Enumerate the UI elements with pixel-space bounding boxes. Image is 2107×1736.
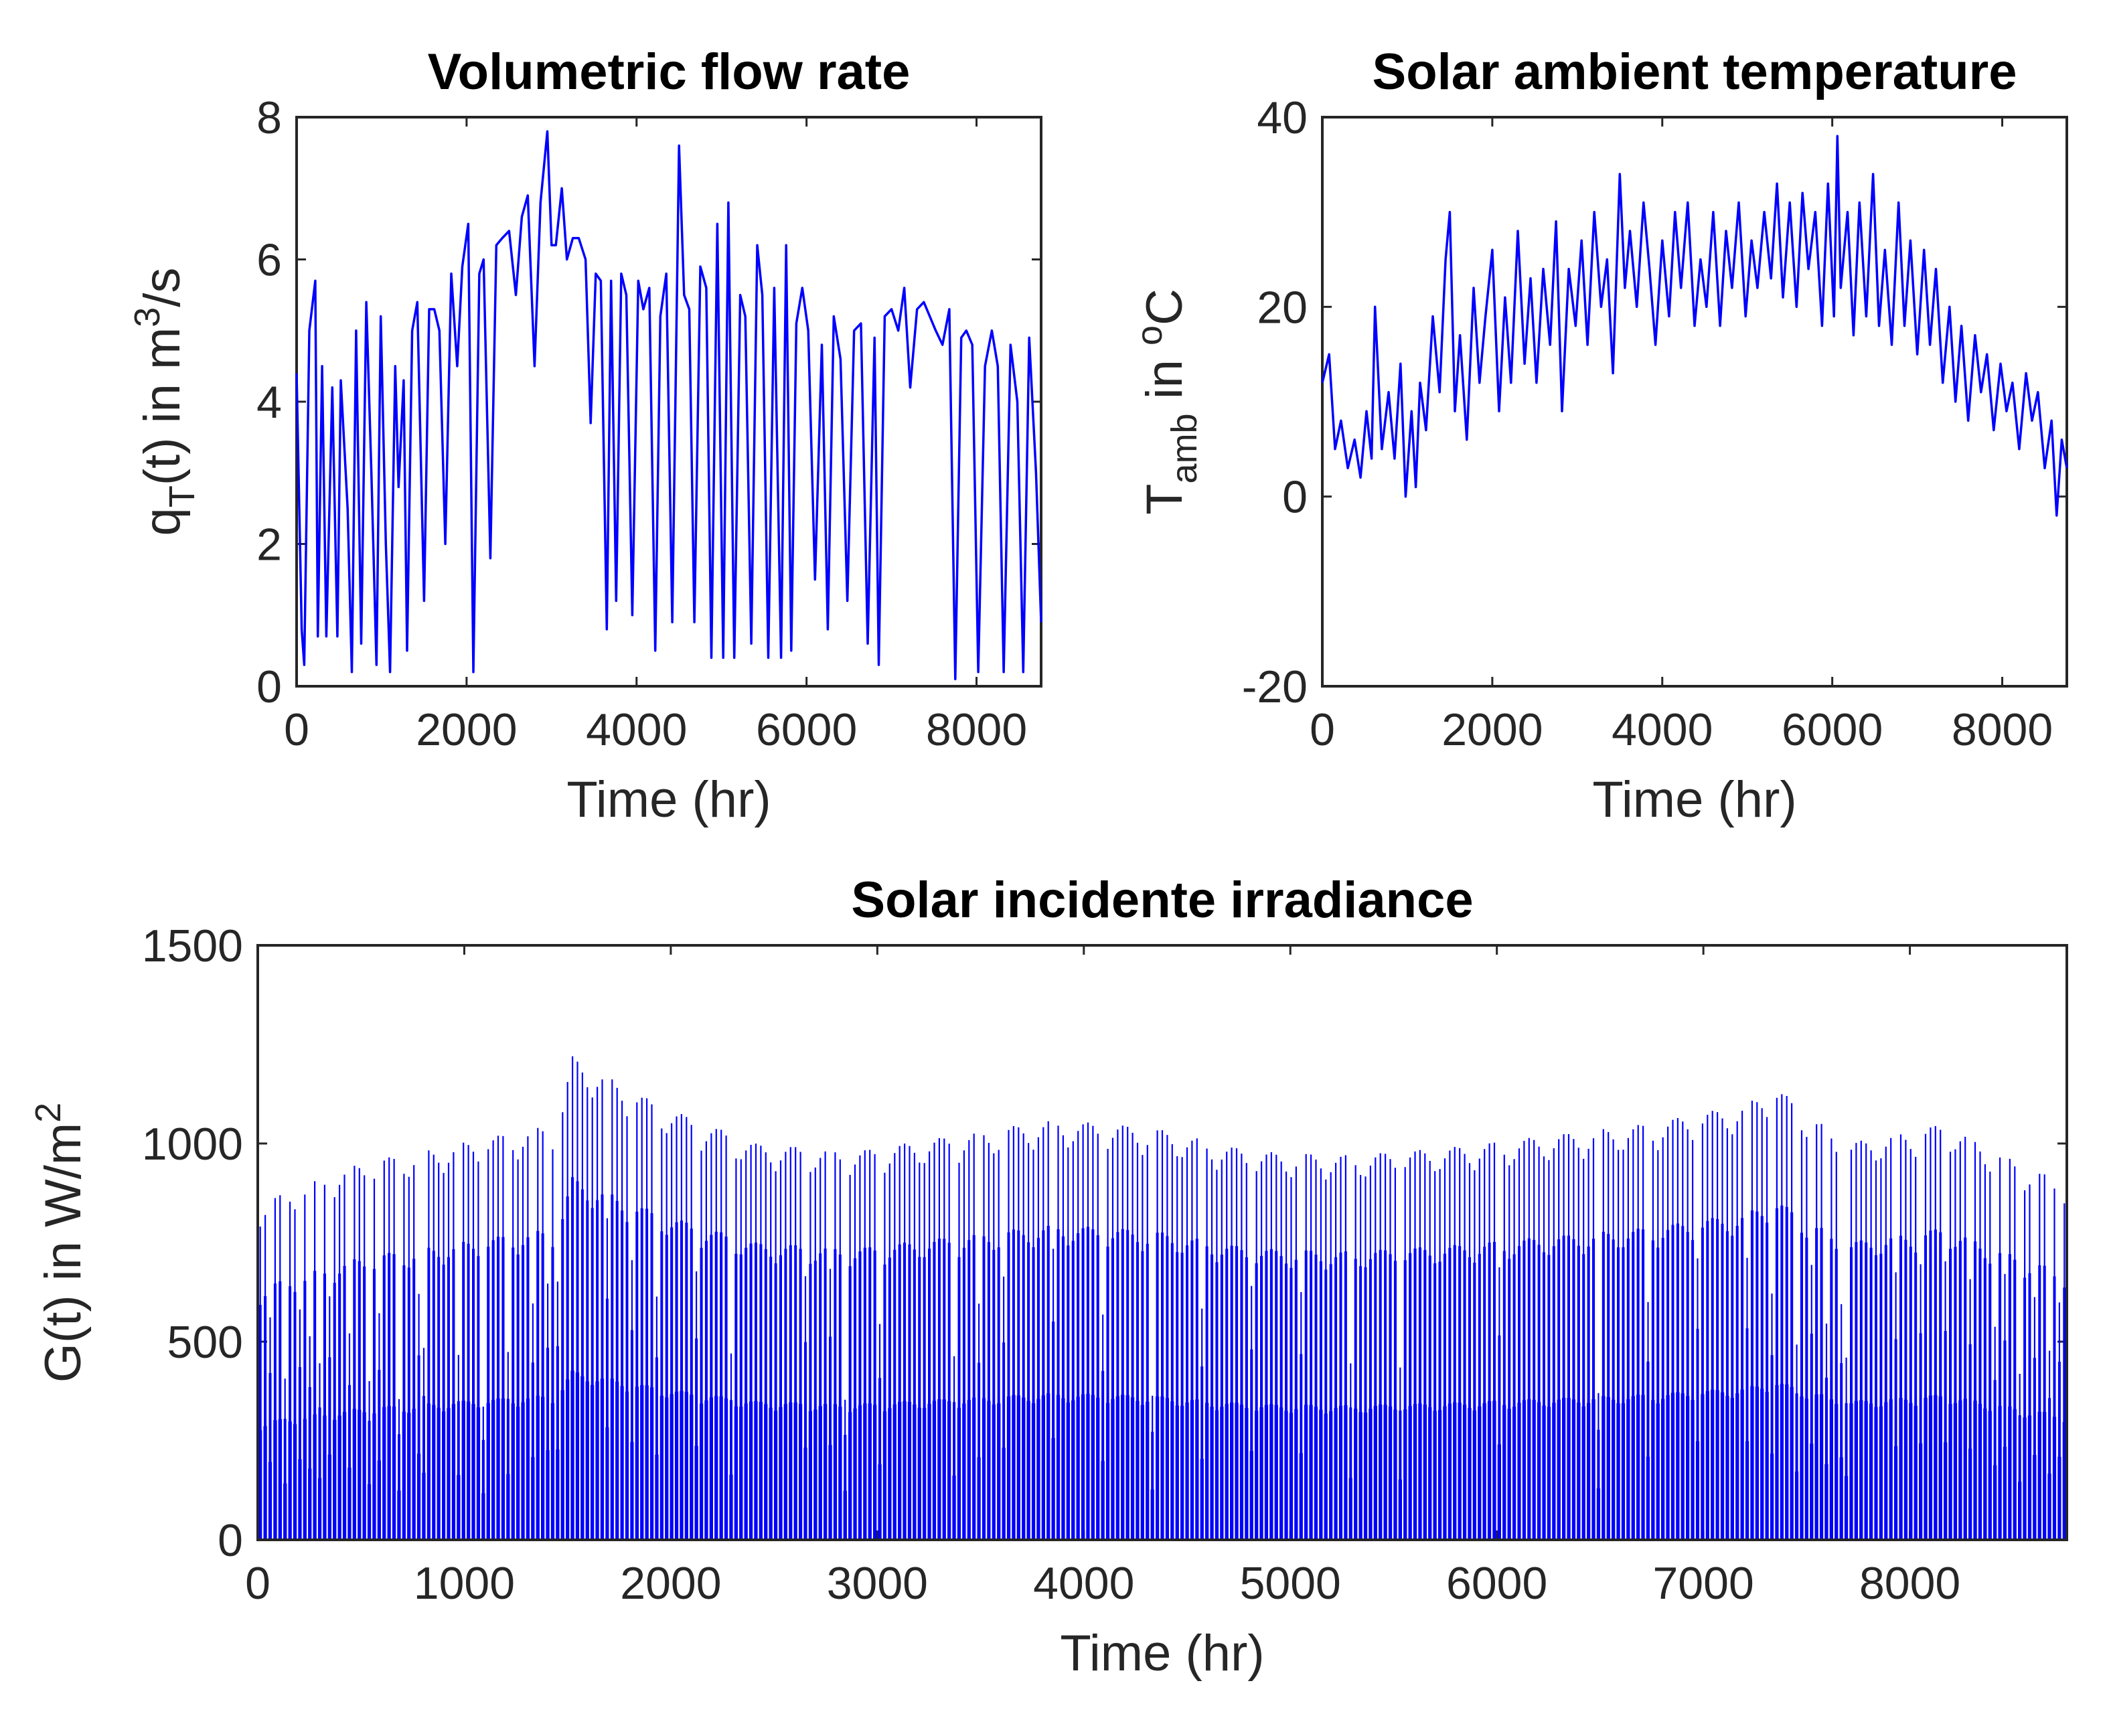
flow-xlabel: Time (hr) [566, 771, 771, 828]
flow-ylabel-sub: T [162, 485, 202, 507]
temp-ytick-label: 40 [1257, 92, 1308, 143]
irradiance-ylabel-sup: 2 [28, 1103, 68, 1123]
irradiance-ytick-label: 500 [167, 1317, 243, 1368]
irradiance-xlabel: Time (hr) [1060, 1625, 1264, 1682]
temp-ylabel-sub: amb [1164, 413, 1204, 483]
flow-xtick-label: 0 [284, 704, 309, 755]
temp-ylabel: Tamb in oC [1129, 289, 1204, 515]
irradiance-xtick-label: 6000 [1446, 1558, 1547, 1609]
irradiance-ylabel: G(t) in W/m2 [28, 1103, 92, 1383]
irradiance-xtick-label: 7000 [1652, 1558, 1753, 1609]
irradiance-xtick-label: 3000 [827, 1558, 928, 1609]
irradiance-ytick-label: 1500 [142, 921, 243, 971]
temp-xlabel: Time (hr) [1592, 771, 1796, 828]
temp-axes: Solar ambient temperature 0 2000 4000 6000 80… [1129, 44, 2068, 828]
flow-ytick-label: 2 [256, 520, 282, 570]
flow-ylabel-rest: (t) in m [134, 327, 191, 485]
irradiance-ylabel-base: G(t) in W/m [35, 1123, 92, 1383]
temp-xtick-label: 2000 [1441, 704, 1543, 755]
irradiance-xtick-label: 2000 [620, 1558, 721, 1609]
flow-ytick-label: 8 [256, 92, 282, 143]
flow-ylabel-sup: 3 [127, 307, 167, 327]
temp-plot-frame [1321, 116, 2068, 688]
flow-ytick-label: 0 [256, 661, 282, 712]
flow-ytick-label: 6 [256, 235, 282, 286]
flow-xtick-label: 4000 [586, 704, 687, 755]
temp-xtick-label: 6000 [1782, 704, 1883, 755]
irradiance-xtick-label: 5000 [1240, 1558, 1341, 1609]
irradiance-title: Solar incidente irradiance [851, 872, 1473, 929]
temp-series-line [1321, 135, 2068, 517]
irradiance-xtick-label: 0 [245, 1558, 270, 1609]
irradiance-ytick-label: 1000 [142, 1119, 243, 1170]
irradiance-xtick-label: 1000 [414, 1558, 515, 1609]
flow-xtick-label: 8000 [926, 704, 1027, 755]
temp-xtick-label: 0 [1310, 704, 1335, 755]
irradiance-plot-border [256, 944, 2068, 1541]
temp-ytick-label: -20 [1242, 661, 1308, 712]
temp-title: Solar ambient temperature [1373, 44, 2017, 100]
temp-ylabel-base: T [1136, 483, 1193, 514]
flow-xtick-label: 6000 [756, 704, 857, 755]
flow-xtick-label: 2000 [416, 704, 517, 755]
flow-ylabel: qT(t) in m3/s [127, 268, 202, 536]
flow-ytick-label: 4 [256, 377, 282, 428]
temp-xtick-label: 4000 [1612, 704, 1713, 755]
irradiance-xtick-label: 4000 [1033, 1558, 1134, 1609]
flow-ylabel-base: q [134, 507, 191, 536]
flow-ylabel-tail: /s [134, 268, 191, 307]
temp-ytick-label: 0 [1282, 472, 1308, 523]
flow-axes: Volumetric flow rate 0 2000 4000 6000 8000 0 2 4… [127, 44, 1042, 828]
irradiance-ytick-label: 0 [218, 1515, 243, 1566]
irradiance-axes: Solar incidente irradiance 0 1000 2000 3000 4… [28, 872, 2068, 1682]
irradiance-xtick-label: 8000 [1859, 1558, 1960, 1609]
flow-title: Volumetric flow rate [428, 44, 911, 100]
temp-ylabel-sup: o [1129, 325, 1170, 345]
flow-series-line [295, 130, 1042, 681]
temp-ytick-label: 20 [1257, 282, 1308, 333]
temp-xtick-label: 8000 [1952, 704, 2053, 755]
temp-ylabel-rest: in [1136, 345, 1193, 413]
irradiance-bars [258, 1056, 2066, 1540]
temp-ylabel-tail: C [1136, 289, 1193, 325]
